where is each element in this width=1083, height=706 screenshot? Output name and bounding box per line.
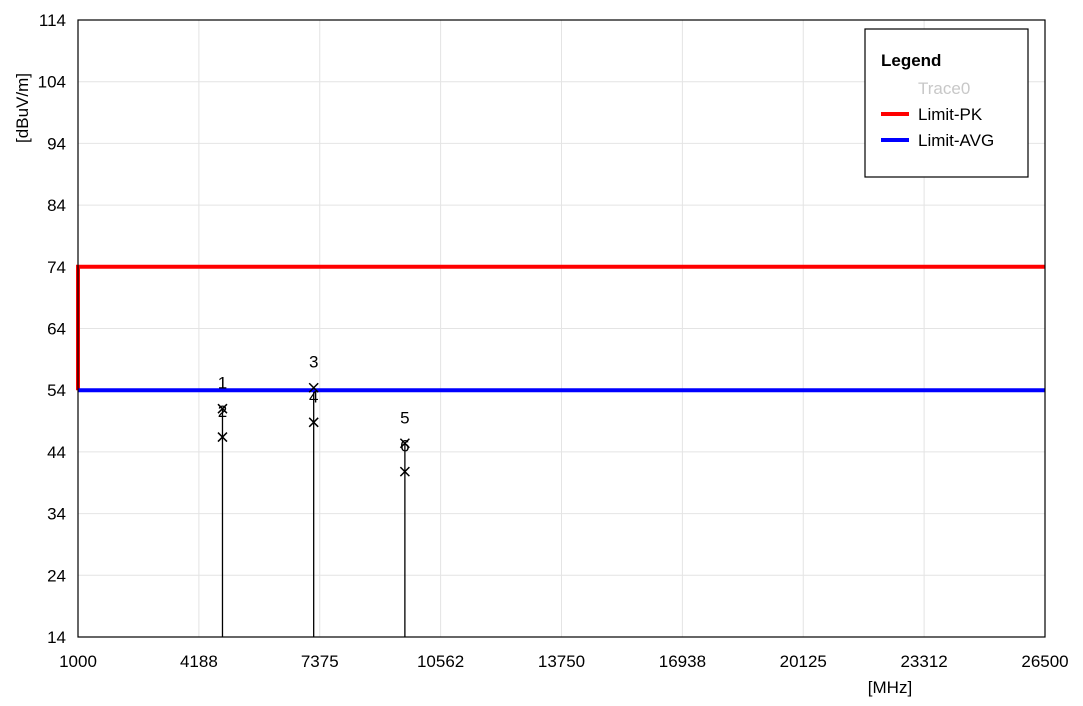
marker-symbol — [217, 432, 228, 443]
y-tick-label: 84 — [47, 196, 66, 215]
marker-label: 3 — [309, 353, 318, 372]
y-tick-label: 54 — [47, 381, 66, 400]
marker-label: 1 — [218, 374, 227, 393]
marker-symbol — [308, 417, 319, 428]
x-axis-title: [MHz] — [868, 678, 912, 697]
x-tick-label: 4188 — [180, 652, 218, 671]
legend-entry-label: Limit-PK — [918, 105, 983, 124]
marker-symbol — [399, 466, 410, 477]
marker-label: 6 — [400, 437, 409, 456]
x-tick-label: 7375 — [301, 652, 339, 671]
marker-4: 4 — [308, 387, 319, 428]
y-tick-label: 44 — [47, 443, 66, 462]
x-tick-label: 23312 — [900, 652, 947, 671]
marker-5: 5 — [399, 408, 410, 449]
x-tick-label: 10562 — [417, 652, 464, 671]
y-tick-label: 94 — [47, 134, 66, 153]
y-tick-labels: 114 104 94 84 74 64 54 44 34 24 14 — [38, 11, 66, 647]
marker-symbol — [217, 403, 228, 414]
x-tick-label: 1000 — [59, 652, 97, 671]
y-axis-title: [dBuV/m] — [13, 73, 32, 143]
legend-entry-label: Limit-AVG — [918, 131, 994, 150]
marker-2: 2 — [217, 402, 228, 443]
marker-label: 4 — [309, 387, 318, 406]
legend[interactable]: Legend Trace0 Limit-PK Limit-AVG — [864, 28, 1029, 178]
plot-frame — [77, 19, 1046, 638]
x-tick-label: 26500 — [1021, 652, 1068, 671]
marker-label: 5 — [400, 408, 409, 427]
marker-6: 6 — [399, 437, 410, 477]
legend-entries: Trace0 Limit-PK Limit-AVG — [881, 79, 994, 150]
marker-symbol — [308, 382, 319, 393]
x-tick-labels: 1000 4188 7375 10562 13750 16938 20125 23312 265… — [59, 652, 1069, 671]
marker-3: 3 — [308, 353, 319, 393]
y-tick-label: 34 — [47, 505, 66, 524]
x-tick-label: 13750 — [538, 652, 585, 671]
marker-1: 1 — [217, 374, 228, 414]
marker-label: 2 — [218, 402, 227, 421]
grid — [78, 20, 1045, 637]
y-tick-label: 14 — [47, 628, 66, 647]
y-tick-label: 24 — [47, 566, 66, 585]
markers: 1 2 3 4 5 6 — [217, 353, 410, 477]
y-tick-label: 114 — [39, 11, 66, 30]
y-tick-label: 74 — [47, 258, 66, 277]
y-tick-label: 64 — [47, 320, 66, 339]
marker-stems — [221, 387, 406, 637]
legend-entry-label: Trace0 — [918, 79, 970, 98]
x-tick-label: 20125 — [780, 652, 827, 671]
legend-title: Legend — [881, 51, 941, 70]
legend-box — [864, 28, 1029, 178]
x-tick-label: 16938 — [659, 652, 706, 671]
marker-symbol — [399, 438, 410, 449]
y-tick-label: 104 — [38, 73, 66, 92]
